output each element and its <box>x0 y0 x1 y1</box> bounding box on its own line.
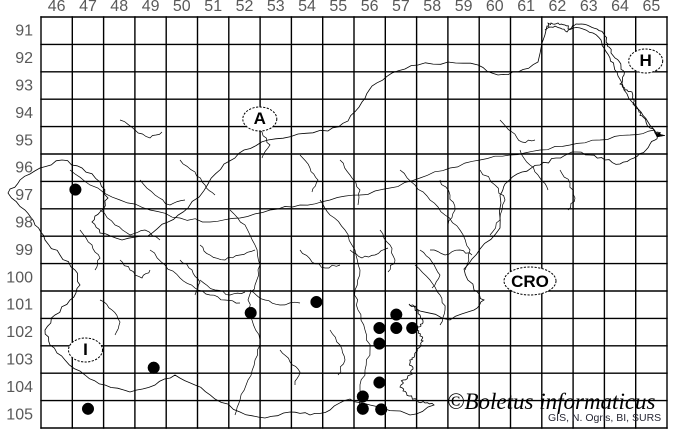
svg-text:102: 102 <box>6 324 33 341</box>
svg-text:55: 55 <box>329 0 347 15</box>
svg-text:46: 46 <box>48 0 66 15</box>
svg-text:98: 98 <box>15 215 33 232</box>
svg-text:53: 53 <box>267 0 285 15</box>
svg-text:51: 51 <box>204 0 222 15</box>
svg-text:93: 93 <box>15 78 33 95</box>
svg-text:64: 64 <box>611 0 629 15</box>
svg-text:CRO: CRO <box>511 272 549 291</box>
svg-text:99: 99 <box>15 242 33 259</box>
svg-text:60: 60 <box>486 0 504 15</box>
svg-text:62: 62 <box>549 0 567 15</box>
svg-text:94: 94 <box>15 105 33 122</box>
svg-text:48: 48 <box>110 0 128 15</box>
svg-text:105: 105 <box>6 406 33 423</box>
svg-text:100: 100 <box>6 269 33 286</box>
svg-text:61: 61 <box>517 0 535 15</box>
svg-text:57: 57 <box>392 0 410 15</box>
svg-text:54: 54 <box>298 0 316 15</box>
svg-text:GIS, N. Ogris, BI, SURS: GIS, N. Ogris, BI, SURS <box>548 412 661 424</box>
svg-text:92: 92 <box>15 50 33 67</box>
svg-text:58: 58 <box>423 0 441 15</box>
svg-text:97: 97 <box>15 187 33 204</box>
svg-text:H: H <box>640 51 652 70</box>
svg-text:65: 65 <box>643 0 661 15</box>
svg-text:47: 47 <box>79 0 97 15</box>
svg-text:91: 91 <box>15 23 33 40</box>
svg-text:©Boletus informaticus: ©Boletus informaticus <box>447 389 656 414</box>
svg-text:96: 96 <box>15 160 33 177</box>
svg-text:95: 95 <box>15 132 33 149</box>
svg-text:103: 103 <box>6 352 33 369</box>
svg-text:49: 49 <box>142 0 160 15</box>
svg-text:50: 50 <box>173 0 191 15</box>
svg-text:104: 104 <box>6 379 33 396</box>
svg-text:I: I <box>83 340 88 359</box>
svg-text:101: 101 <box>6 297 33 314</box>
svg-text:56: 56 <box>361 0 379 15</box>
svg-text:63: 63 <box>580 0 598 15</box>
svg-text:59: 59 <box>455 0 473 15</box>
svg-text:A: A <box>254 109 266 128</box>
svg-text:52: 52 <box>236 0 254 15</box>
